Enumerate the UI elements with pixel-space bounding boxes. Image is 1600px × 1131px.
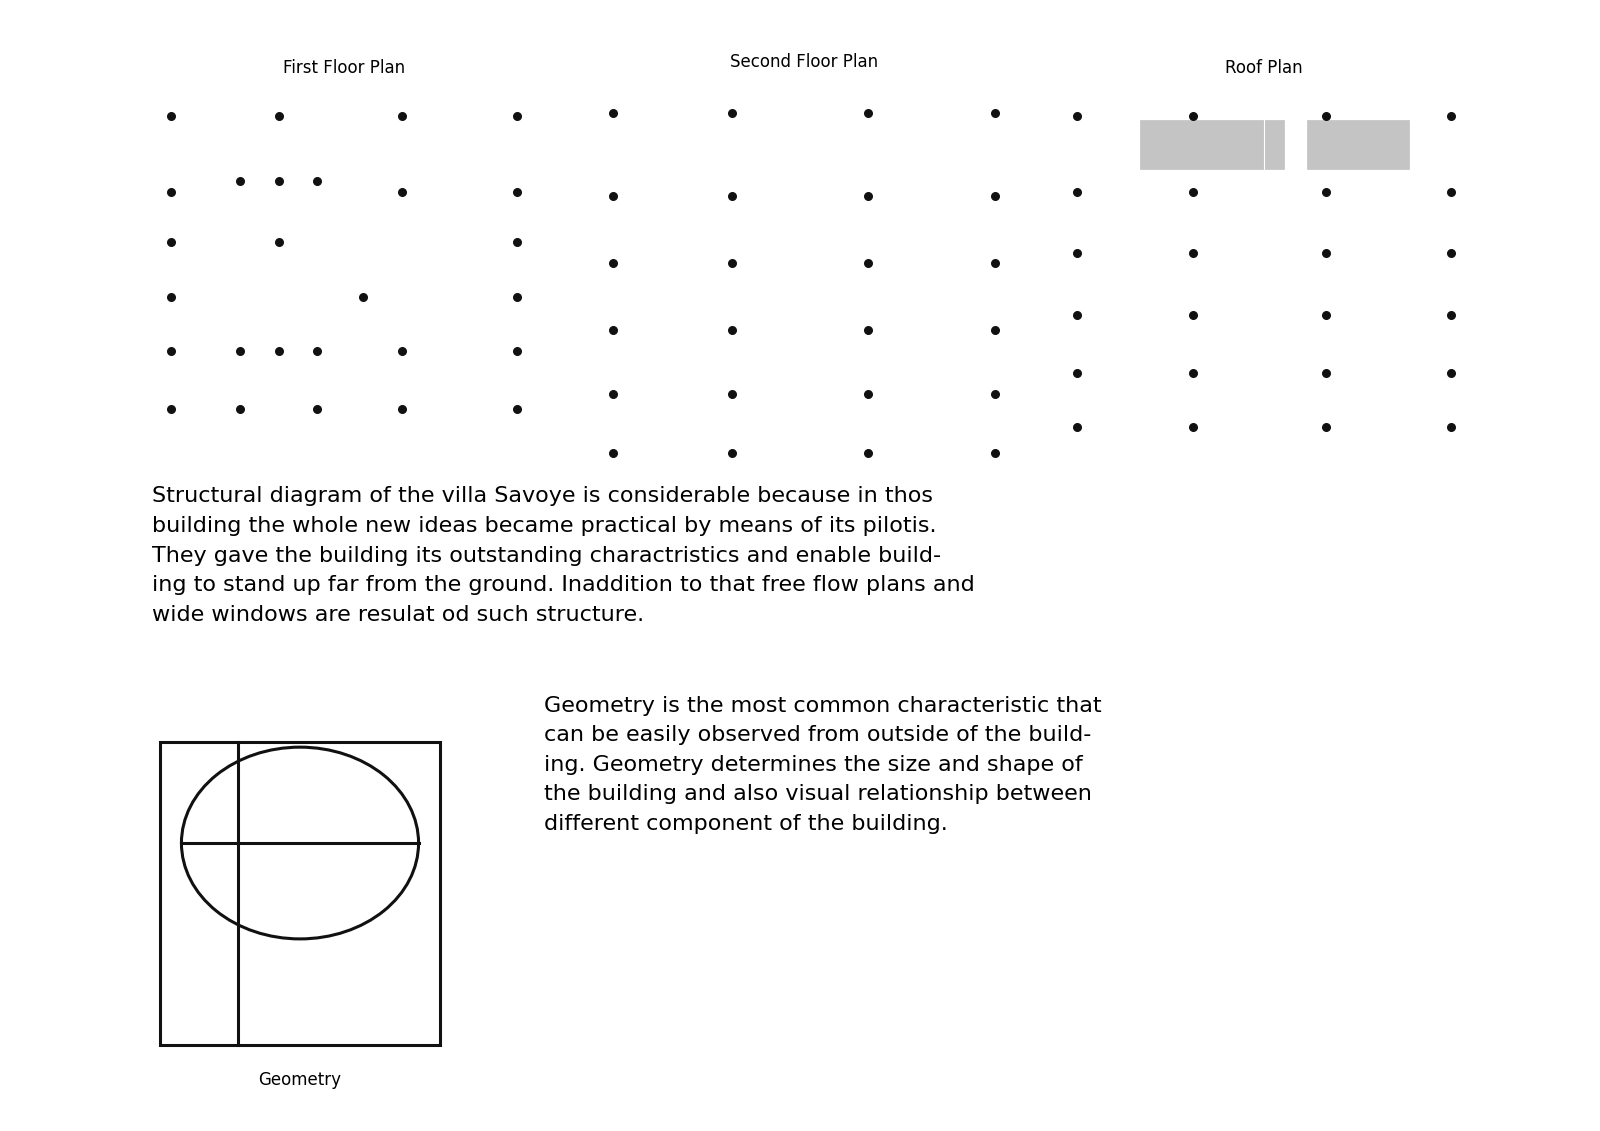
Point <box>350 287 376 305</box>
Point <box>1181 183 1206 201</box>
Point <box>600 104 626 122</box>
Point <box>158 287 184 305</box>
Point <box>1181 106 1206 124</box>
Point <box>1314 244 1339 262</box>
Point <box>304 172 330 190</box>
Point <box>854 444 880 463</box>
Point <box>1181 418 1206 437</box>
Point <box>227 172 253 190</box>
Bar <box>1202 355 1326 428</box>
Point <box>266 233 291 251</box>
Point <box>982 385 1008 403</box>
Point <box>1314 418 1339 437</box>
Point <box>1181 305 1206 323</box>
Point <box>1314 106 1339 124</box>
Point <box>1314 305 1339 323</box>
Point <box>854 254 880 273</box>
Point <box>1438 106 1464 124</box>
Point <box>158 400 184 418</box>
Text: Geometry is the most common characteristic that
can be easily observed from outs: Geometry is the most common characterist… <box>544 696 1102 834</box>
Point <box>1064 244 1090 262</box>
Point <box>1438 183 1464 201</box>
Point <box>854 385 880 403</box>
Point <box>854 321 880 339</box>
Point <box>266 172 291 190</box>
Point <box>718 444 744 463</box>
Point <box>600 321 626 339</box>
Point <box>304 400 330 418</box>
Text: First Floor Plan: First Floor Plan <box>283 59 405 77</box>
Point <box>266 106 291 124</box>
Point <box>982 321 1008 339</box>
Point <box>504 400 530 418</box>
Point <box>718 187 744 205</box>
Point <box>982 104 1008 122</box>
Point <box>718 321 744 339</box>
Point <box>718 385 744 403</box>
Bar <box>1139 120 1285 170</box>
Point <box>389 183 414 201</box>
Point <box>600 385 626 403</box>
Text: Geometry: Geometry <box>259 1071 341 1089</box>
Bar <box>622 192 718 256</box>
Point <box>504 106 530 124</box>
Point <box>504 287 530 305</box>
Point <box>1438 244 1464 262</box>
Point <box>1064 106 1090 124</box>
Point <box>389 342 414 360</box>
Point <box>304 342 330 360</box>
Point <box>504 183 530 201</box>
Bar <box>1339 199 1443 247</box>
Point <box>504 342 530 360</box>
Point <box>389 400 414 418</box>
Point <box>158 183 184 201</box>
Bar <box>1306 120 1410 170</box>
Point <box>1314 183 1339 201</box>
Point <box>1064 183 1090 201</box>
Bar <box>622 113 718 164</box>
Point <box>504 233 530 251</box>
Point <box>1064 364 1090 382</box>
Point <box>1181 244 1206 262</box>
Point <box>600 254 626 273</box>
Point <box>266 342 291 360</box>
Text: Structural diagram of the villa Savoye is considerable because in thos
building : Structural diagram of the villa Savoye i… <box>152 486 974 624</box>
Point <box>982 187 1008 205</box>
Bar <box>622 354 718 454</box>
Point <box>1438 418 1464 437</box>
Point <box>1438 364 1464 382</box>
Point <box>158 342 184 360</box>
Point <box>158 233 184 251</box>
Point <box>600 187 626 205</box>
Point <box>718 254 744 273</box>
Point <box>982 444 1008 463</box>
Point <box>1064 305 1090 323</box>
Point <box>600 444 626 463</box>
Point <box>158 106 184 124</box>
Point <box>1314 364 1339 382</box>
Bar <box>741 354 854 454</box>
Point <box>718 104 744 122</box>
Point <box>227 400 253 418</box>
Point <box>854 104 880 122</box>
Point <box>227 342 253 360</box>
Point <box>982 254 1008 273</box>
Point <box>854 187 880 205</box>
Point <box>389 106 414 124</box>
Point <box>1181 364 1206 382</box>
Point <box>1064 418 1090 437</box>
Text: Second Floor Plan: Second Floor Plan <box>730 53 878 71</box>
Point <box>1438 305 1464 323</box>
Bar <box>1339 355 1443 428</box>
Text: Roof Plan: Roof Plan <box>1226 59 1302 77</box>
